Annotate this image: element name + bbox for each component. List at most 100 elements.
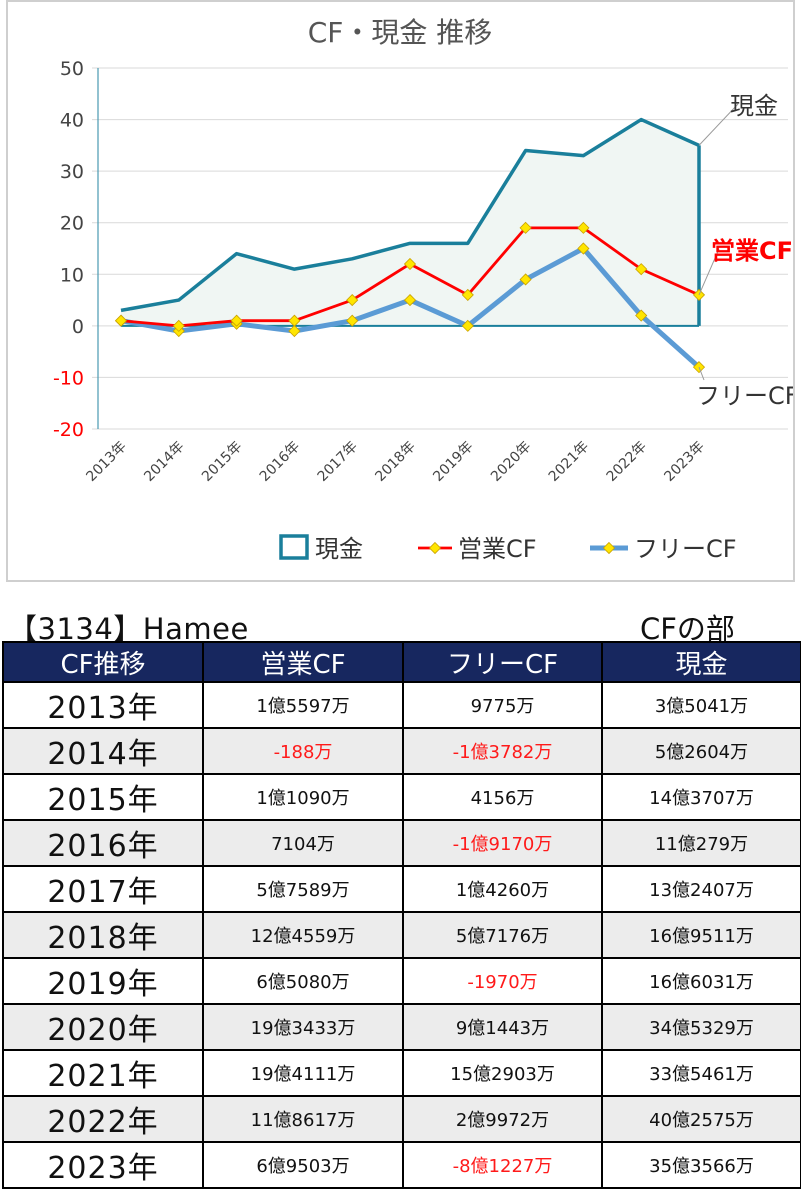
column-header-cash: 現金: [601, 641, 801, 683]
annotation-leader: [698, 366, 705, 381]
table-header-row: CF推移 営業CF フリーCF 現金: [2, 641, 801, 683]
legend-swatch-cash: [279, 534, 309, 560]
legend-marker-free-cf: [602, 541, 616, 555]
legend-marker-operating-cf: [428, 541, 442, 555]
operating-cf-marker: [577, 221, 590, 234]
cash-cell: 3億5041万: [601, 681, 801, 729]
free-cf-cell: -8億1227万: [402, 1141, 603, 1189]
operating-cf-cell: 11億8617万: [202, 1095, 404, 1143]
y-tick-label: 50: [60, 58, 84, 80]
x-tick-label: 2023年: [661, 439, 707, 485]
legend-label-free-cf: フリーCF: [634, 535, 737, 563]
y-tick-label: 10: [60, 264, 84, 286]
operating-cf-marker: [461, 288, 474, 301]
x-tick-label: 2022年: [604, 439, 650, 485]
operating-cf-cell: 6億9503万: [202, 1141, 404, 1189]
chart-title: CF・現金 推移: [308, 16, 493, 49]
cash-area-fill: [121, 119, 699, 326]
column-header-free-cf: フリーCF: [402, 641, 603, 683]
annotation-label: 営業CF: [711, 237, 793, 265]
legend-label-cash: 現金: [315, 535, 363, 563]
y-tick-label: 40: [60, 110, 84, 132]
x-tick-label: 2017年: [315, 439, 361, 485]
year-cell: 2019年: [2, 957, 204, 1005]
free-cf-cell: 9億1443万: [402, 1003, 603, 1051]
operating-cf-marker: [519, 221, 532, 234]
free-cf-cell: 4156万: [402, 773, 603, 821]
free-cf-marker: [635, 309, 648, 322]
operating-cf-cell: 19億3433万: [202, 1003, 404, 1051]
free-cf-cell: -1970万: [402, 957, 603, 1005]
cash-cell: 33億5461万: [601, 1049, 801, 1097]
year-cell: 2023年: [2, 1141, 204, 1189]
table-row: 2018年 12億4559万 5億7176万 16億9511万: [2, 911, 801, 959]
cash-cell: 40億2575万: [601, 1095, 801, 1143]
year-cell: 2022年: [2, 1095, 204, 1143]
free-cf-cell: -1億3782万: [402, 727, 603, 775]
y-tick-label: -20: [53, 419, 84, 441]
chart-panel: CF・現金 推移 50 40 30 20 10 0 -10 -20 2013年 2014年 2015年…: [6, 0, 795, 582]
year-cell: 2015年: [2, 773, 204, 821]
table-row: 2017年 5億7589万 1億4260万 13億2407万: [2, 865, 801, 913]
free-cf-marker: [346, 314, 359, 327]
free-cf-marker: [461, 319, 474, 332]
annotation-label: 現金: [730, 92, 778, 120]
y-tick-label: 30: [60, 161, 84, 183]
free-cf-cell: 1億4260万: [402, 865, 603, 913]
table-row: 2019年 6億5080万 -1970万 16億6031万: [2, 957, 801, 1005]
year-cell: 2013年: [2, 681, 204, 729]
x-tick-label: 2014年: [141, 439, 187, 485]
free-cf-marker: [288, 324, 301, 338]
free-cf-marker: [403, 294, 417, 307]
free-cf-cell: -1億9170万: [402, 819, 603, 867]
year-cell: 2018年: [2, 911, 204, 959]
cash-cell: 35億3566万: [601, 1141, 801, 1189]
legend-label-operating-cf: 営業CF: [458, 535, 537, 563]
cf-table: CF推移 営業CF フリーCF 現金 2013年 1億5597万 9775万 3億50…: [2, 641, 801, 1189]
x-tick-label: 2021年: [546, 439, 592, 485]
operating-cf-cell: 19億4111万: [202, 1049, 404, 1097]
x-tick-label: 2015年: [199, 439, 245, 485]
year-cell: 2017年: [2, 865, 204, 913]
operating-cf-marker: [172, 319, 185, 332]
column-header-operating-cf: 営業CF: [202, 641, 404, 683]
operating-cf-cell: 1億1090万: [202, 773, 404, 821]
operating-cf-marker: [230, 314, 243, 327]
y-tick-label: 0: [72, 316, 84, 338]
table-row: 2021年 19億4111万 15億2903万 33億5461万: [2, 1049, 801, 1097]
x-tick-label: 2018年: [372, 439, 418, 485]
column-header-cf-suii: CF推移: [2, 641, 204, 683]
cash-cell: 11億279万: [601, 819, 801, 867]
year-cell: 2014年: [2, 727, 204, 775]
free-cf-cell: 15億2903万: [402, 1049, 603, 1097]
cash-area-outline: [120, 117, 700, 313]
section-title: CFの部: [640, 612, 735, 646]
x-tick-label: 2019年: [430, 439, 476, 485]
operating-cf-marker: [635, 263, 648, 276]
cash-cell: 16億9511万: [601, 911, 801, 959]
operating-cf-cell: 1億5597万: [202, 681, 404, 729]
operating-cf-marker: [346, 294, 359, 307]
cash-cell: 16億6031万: [601, 957, 801, 1005]
x-tick-label: 2016年: [257, 439, 303, 485]
company-title: 【3134】Hamee: [8, 612, 249, 646]
annotation-label: フリーCF: [696, 382, 793, 410]
cash-cell: 5億2604万: [601, 727, 801, 775]
free-cf-cell: 5億7176万: [402, 911, 603, 959]
table-row: 2022年 11億8617万 2億9972万 40億2575万: [2, 1095, 801, 1143]
cash-cell: 13億2407万: [601, 865, 801, 913]
operating-cf-marker: [288, 314, 301, 327]
operating-cf-cell: 6億5080万: [202, 957, 404, 1005]
table-row: 2016年 7104万 -1億9170万 11億279万: [2, 819, 801, 867]
free-cf-marker: [577, 242, 590, 255]
table-row: 2015年 1億1090万 4156万 14億3707万: [2, 773, 801, 821]
year-cell: 2021年: [2, 1049, 204, 1097]
table-row: 2020年 19億3433万 9億1443万 34億5329万: [2, 1003, 801, 1051]
operating-cf-cell: 12億4559万: [202, 911, 404, 959]
annotation-leader: [698, 103, 739, 146]
annotation-leader: [698, 248, 720, 296]
table-row: 2023年 6億9503万 -8億1227万 35億3566万: [2, 1141, 801, 1189]
operating-cf-cell: 7104万: [202, 819, 404, 867]
operating-cf-cell: 5億7589万: [202, 865, 404, 913]
